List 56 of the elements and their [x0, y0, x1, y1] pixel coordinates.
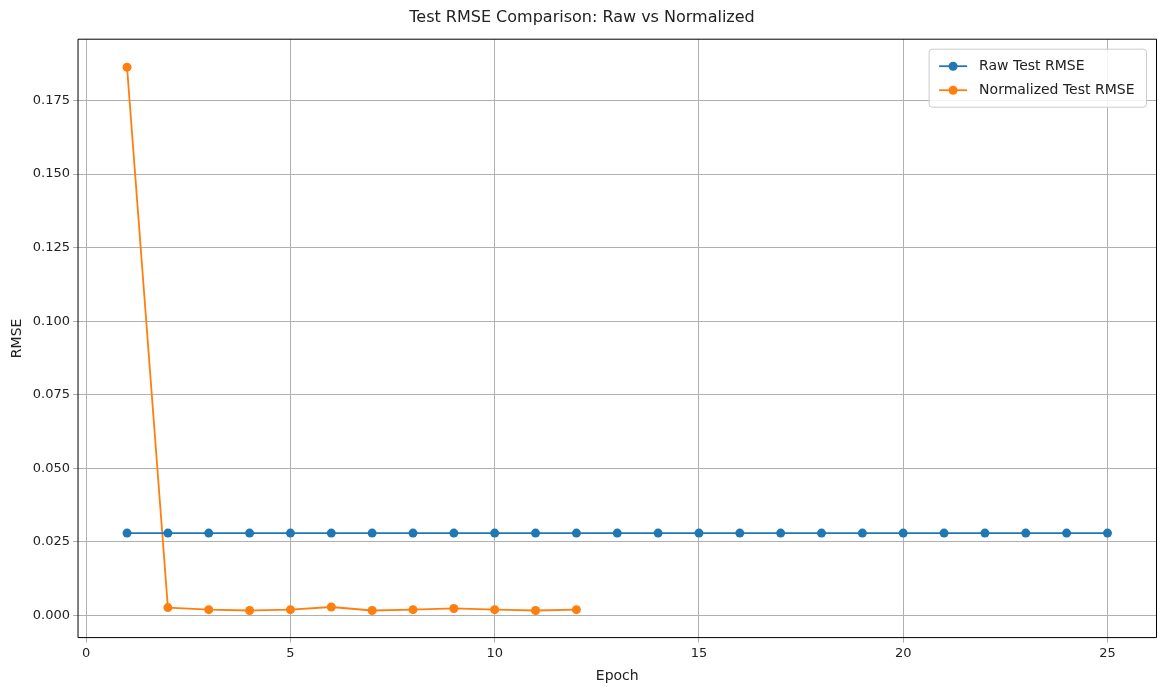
y-tick-label: 0.075 — [32, 386, 71, 402]
point — [1062, 528, 1072, 538]
point — [163, 603, 173, 613]
x-tick-label: 15 — [690, 644, 708, 660]
point — [571, 605, 581, 615]
point — [285, 528, 295, 538]
y-tick-label: 0.150 — [32, 165, 71, 181]
point — [571, 528, 581, 538]
point — [204, 528, 214, 538]
point — [122, 62, 132, 72]
point — [1102, 528, 1112, 538]
point — [367, 528, 377, 538]
point — [735, 528, 745, 538]
point — [898, 528, 908, 538]
point — [408, 605, 418, 615]
point — [490, 605, 500, 615]
point — [857, 528, 867, 538]
point — [326, 528, 336, 538]
x-axis-title: Epoch — [595, 667, 639, 684]
point — [653, 528, 663, 538]
point — [612, 528, 622, 538]
point — [1021, 528, 1031, 538]
x-tick-label: 0 — [82, 644, 91, 660]
y-axis-title: RMSE — [8, 318, 25, 359]
point — [122, 528, 132, 538]
point — [694, 528, 704, 538]
point — [490, 528, 500, 538]
point — [776, 528, 786, 538]
x-tick-label: 5 — [286, 644, 295, 660]
point — [817, 528, 827, 538]
chart-title: Test RMSE Comparison: Raw vs Normalized — [408, 6, 755, 26]
point — [245, 606, 255, 616]
point — [204, 605, 214, 615]
y-tick-label: 0.025 — [32, 533, 71, 549]
legend-label: Normalized Test RMSE — [979, 80, 1135, 97]
point — [408, 528, 418, 538]
y-tick-label: 0.100 — [32, 312, 71, 328]
point — [245, 528, 255, 538]
x-tick-label: 25 — [1099, 644, 1116, 660]
point — [449, 603, 459, 613]
y-tick-label: 0.175 — [32, 91, 71, 107]
point — [326, 602, 336, 612]
point — [163, 528, 173, 538]
point — [531, 606, 541, 616]
x-tick-label: 20 — [894, 644, 912, 660]
point — [939, 528, 949, 538]
point — [531, 528, 541, 538]
point — [449, 528, 459, 538]
x-tick-label: 10 — [486, 644, 503, 660]
point — [980, 528, 990, 538]
y-tick-label: 0.000 — [32, 606, 71, 622]
legend-label: Raw Test RMSE — [979, 56, 1085, 73]
y-tick-label: 0.050 — [32, 459, 71, 475]
point — [367, 606, 377, 616]
point — [285, 605, 295, 615]
y-tick-label: 0.125 — [32, 238, 71, 254]
